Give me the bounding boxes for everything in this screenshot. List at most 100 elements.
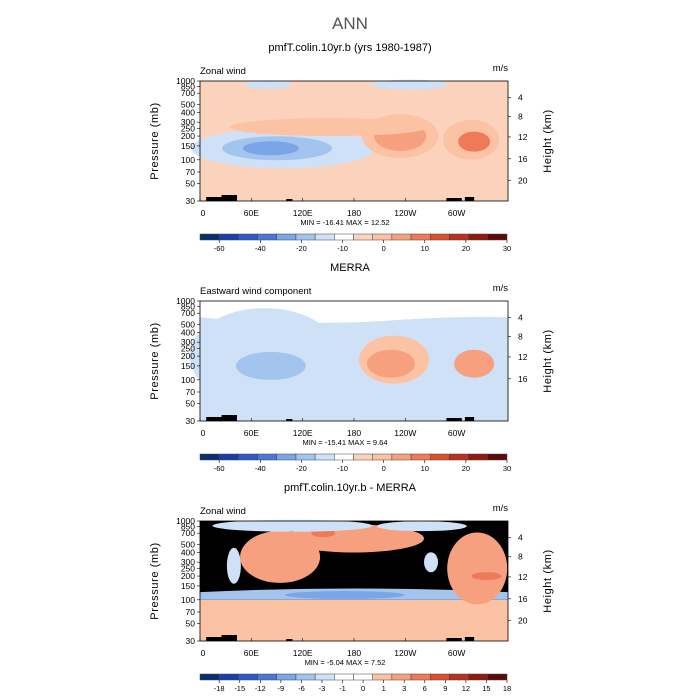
- topography: [464, 417, 475, 421]
- contour-pos-mid: [366, 349, 415, 378]
- colorbar-box: [314, 233, 335, 241]
- units-label: m/s: [493, 503, 509, 514]
- x-tick-label: 60E: [244, 428, 259, 438]
- y2-tick-label: 4: [518, 93, 523, 103]
- contour-pos-core: [471, 572, 502, 581]
- contour-neg-light: [371, 79, 448, 90]
- colorbar-box: [391, 233, 412, 241]
- stats-label: MIN = -5.04 MAX = 7.52: [305, 658, 386, 667]
- contour-neg-light: [376, 521, 467, 532]
- colorbar-box: [276, 673, 297, 681]
- y-tick-label: 50: [186, 179, 196, 189]
- colorbar-box: [238, 673, 258, 681]
- colorbar-box: [199, 453, 220, 461]
- y-tick-label: 850: [181, 302, 195, 312]
- colorbar-box: [468, 453, 489, 461]
- y-tick-label: 50: [186, 619, 196, 629]
- colorbar-box: [372, 673, 393, 681]
- panel-3: pmfT.colin.10yr.b - MERRA Zonal wind m/s 3 0…: [149, 482, 554, 693]
- colorbar-label: -1: [339, 684, 346, 693]
- colorbar-box: [295, 453, 316, 461]
- colorbar-label: 20: [462, 244, 470, 253]
- colorbar-box: [391, 453, 412, 461]
- y-tick-label: 1000: [176, 76, 195, 86]
- panel-title: pmfT.colin.10yr.b (yrs 1980-1987): [268, 42, 431, 54]
- colorbar-label: 3: [402, 684, 406, 693]
- y-tick-label: 200: [181, 571, 195, 581]
- contour-neg-light: [243, 80, 292, 89]
- y2-axis-label: Height (km): [542, 549, 554, 612]
- y2-tick-label: 12: [518, 352, 528, 362]
- colorbar-label: 0: [382, 464, 386, 473]
- colorbar-label: 0: [361, 684, 365, 693]
- x-tick-label: 60E: [244, 208, 259, 218]
- colorbar-label: 18: [503, 684, 511, 693]
- colorbar-box: [487, 673, 508, 681]
- contour-neg-light: [212, 519, 373, 532]
- colorbar-label: -60: [214, 464, 225, 473]
- y-axis-label: Pressure (mb): [149, 542, 161, 619]
- colorbar-box: [410, 233, 431, 241]
- y2-tick-label: 4: [518, 533, 523, 543]
- x-tick-label: 0: [201, 428, 206, 438]
- colorbar-box: [430, 233, 450, 241]
- panel-1: pmfT.colin.10yr.b (yrs 1980-1987) Zonal w…: [149, 42, 554, 253]
- topography: [221, 415, 237, 421]
- variable-label: Zonal wind: [200, 506, 246, 517]
- topography: [446, 198, 462, 201]
- colorbar-box: [238, 453, 258, 461]
- x-tick-label: 120W: [394, 208, 416, 218]
- colorbar-label: -6: [298, 684, 305, 693]
- colorbar-label: -40: [255, 244, 266, 253]
- y-tick-label: 150: [181, 141, 195, 151]
- y-tick-label: 300: [181, 337, 195, 347]
- colorbar-box: [218, 233, 239, 241]
- topography: [206, 637, 228, 641]
- colorbar-box: [276, 453, 297, 461]
- colorbar-label: -40: [255, 464, 266, 473]
- colorbar-label: 20: [462, 464, 470, 473]
- x-tick-label: 0: [201, 208, 206, 218]
- colorbar-label: 6: [423, 684, 427, 693]
- colorbar-label: -18: [214, 684, 225, 693]
- contour-neg-light: [424, 552, 438, 573]
- colorbar-box: [430, 453, 450, 461]
- colorbar-box: [218, 673, 239, 681]
- colorbar-box: [353, 673, 373, 681]
- colorbar-label: 30: [503, 464, 511, 473]
- colorbar-label: 10: [421, 244, 429, 253]
- colorbar-label: -12: [255, 684, 266, 693]
- panel-title: pmfT.colin.10yr.b - MERRA: [284, 482, 417, 494]
- contour-neg-light: [226, 547, 241, 584]
- colorbar-box: [449, 233, 469, 241]
- y-tick-label: 1000: [176, 516, 195, 526]
- stats-label: MIN = -15.41 MAX = 9.64: [302, 438, 387, 447]
- topography: [221, 635, 237, 641]
- colorbar-label: -60: [214, 244, 225, 253]
- y-tick-label: 250: [181, 343, 195, 353]
- y-tick-label: 150: [181, 361, 195, 371]
- y-tick-label: 70: [186, 387, 196, 397]
- colorbar-box: [334, 453, 354, 461]
- y2-tick-label: 12: [518, 572, 528, 582]
- x-tick-label: 180: [347, 648, 361, 658]
- colorbar-label: -20: [296, 244, 307, 253]
- contour-neg-mid: [235, 351, 306, 380]
- topography: [464, 637, 475, 641]
- colorbar-box: [449, 453, 469, 461]
- colorbar-box: [334, 233, 354, 241]
- colorbar-label: 15: [482, 684, 490, 693]
- y-tick-label: 700: [181, 308, 195, 318]
- y-tick-label: 150: [181, 581, 195, 591]
- colorbar-label: -3: [319, 684, 326, 693]
- colorbar-box: [199, 233, 220, 241]
- panel-title: MERRA: [330, 262, 370, 274]
- y2-axis-label: Height (km): [542, 109, 554, 172]
- y-tick-label: 100: [181, 155, 195, 165]
- y-tick-label: 400: [181, 327, 195, 337]
- y-tick-label: 500: [181, 320, 195, 330]
- colorbar-label: -20: [296, 464, 307, 473]
- colorbar-box: [372, 233, 393, 241]
- y2-tick-label: 8: [518, 551, 523, 561]
